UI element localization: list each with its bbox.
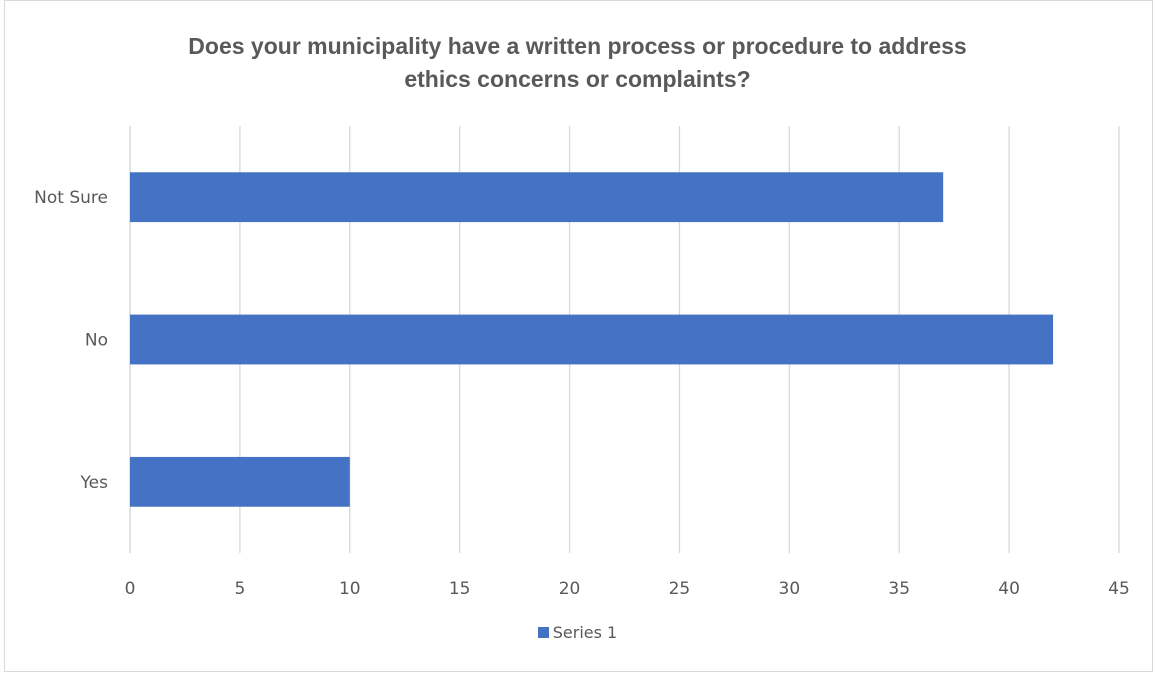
- x-tick-label: 0: [125, 579, 136, 599]
- y-category-label: Not Sure: [34, 188, 108, 208]
- bar-not-sure: [130, 172, 944, 223]
- chart-title-line-1: Does your municipality have a written pr…: [188, 33, 967, 59]
- chart-title-line-2: ethics concerns or complaints?: [404, 66, 751, 92]
- bar-yes: [130, 456, 350, 507]
- x-tick-label: 45: [1108, 579, 1130, 599]
- legend: Series 1: [0, 623, 1155, 642]
- y-category-labels: Yes No Not Sure: [34, 188, 108, 493]
- x-tick-label: 30: [779, 579, 801, 599]
- x-tick-labels: 0 5 10 15 20 25 30 35 40 45: [125, 579, 1130, 599]
- bar-no: [130, 314, 1054, 365]
- x-tick-label: 35: [888, 579, 910, 599]
- x-tick-label: 15: [449, 579, 471, 599]
- chart-title: Does your municipality have a written pr…: [0, 30, 1155, 96]
- x-tick-label: 5: [234, 579, 245, 599]
- bars: [130, 172, 1054, 507]
- y-category-label: No: [85, 331, 108, 351]
- legend-label-series-1: Series 1: [552, 623, 618, 642]
- x-tick-label: 10: [339, 579, 361, 599]
- legend-swatch-series-1: [537, 627, 549, 638]
- x-tick-label: 25: [669, 579, 691, 599]
- y-category-label: Yes: [80, 473, 109, 493]
- x-tick-label: 40: [998, 579, 1020, 599]
- x-tick-label: 20: [559, 579, 581, 599]
